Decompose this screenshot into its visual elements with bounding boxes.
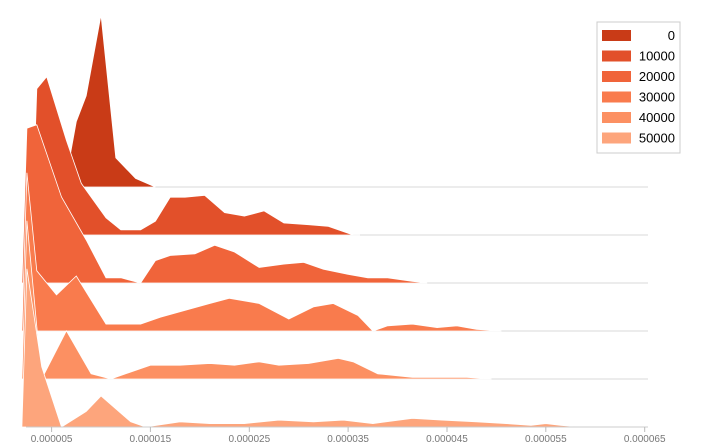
ridges	[21, 14, 648, 428]
legend-label-5: 50000	[639, 131, 675, 146]
legend-label-0: 0	[668, 28, 675, 43]
x-tick-label-0: 0.000005	[31, 434, 73, 445]
legend-swatch-4	[602, 112, 631, 123]
x-ticks: 0.000005 0.000015 0.000025 0.000035 0.000045…	[31, 427, 666, 445]
x-axis: 0.000005 0.000015 0.000025 0.000035 0.000045…	[26, 426, 666, 445]
legend-swatch-1	[602, 50, 631, 62]
ridge-area-5[interactable]	[21, 268, 581, 428]
legend-swatch-0	[602, 30, 631, 41]
legend-swatch-3	[602, 91, 631, 103]
legend-item-0[interactable]: 0	[602, 28, 675, 43]
x-tick-label-4: 0.000045	[426, 434, 468, 445]
x-tick-label-2: 0.000025	[228, 434, 270, 445]
legend-item-3[interactable]: 30000	[602, 90, 675, 105]
x-tick-label-3: 0.000035	[327, 434, 369, 445]
x-tick-label-5: 0.000055	[525, 434, 567, 445]
ridge-area-3[interactable]	[21, 172, 502, 332]
ridge-5	[21, 268, 648, 428]
ridge-area-2[interactable]	[21, 124, 428, 284]
legend-swatch-2	[602, 71, 631, 82]
legend-frame	[596, 21, 681, 154]
legend-item-2[interactable]: 20000	[602, 69, 675, 84]
legend-label-3: 30000	[639, 90, 675, 105]
x-tick-label-6: 0.000065	[624, 434, 666, 445]
ridge-4	[21, 220, 648, 381]
ridge-2	[21, 124, 648, 284]
legend-item-1[interactable]: 10000	[602, 49, 675, 64]
ridge-0	[26, 14, 648, 188]
legend-label-1: 10000	[639, 49, 675, 64]
legend-item-4[interactable]: 40000	[602, 110, 675, 125]
ridge-area-4[interactable]	[21, 220, 492, 381]
legend-items: 0 10000 20000 30000 40000 50000	[602, 28, 675, 146]
ridge-1	[26, 75, 648, 236]
x-tick-label-1: 0.000015	[130, 434, 172, 445]
legend: 0 10000 20000 30000 40000 50000	[596, 21, 681, 154]
legend-label-4: 40000	[639, 110, 675, 125]
legend-label-2: 20000	[639, 69, 675, 84]
ridge-3	[21, 172, 648, 332]
ridge-area-0[interactable]	[63, 14, 156, 188]
legend-item-5[interactable]: 50000	[602, 131, 675, 146]
legend-swatch-5	[602, 132, 631, 144]
